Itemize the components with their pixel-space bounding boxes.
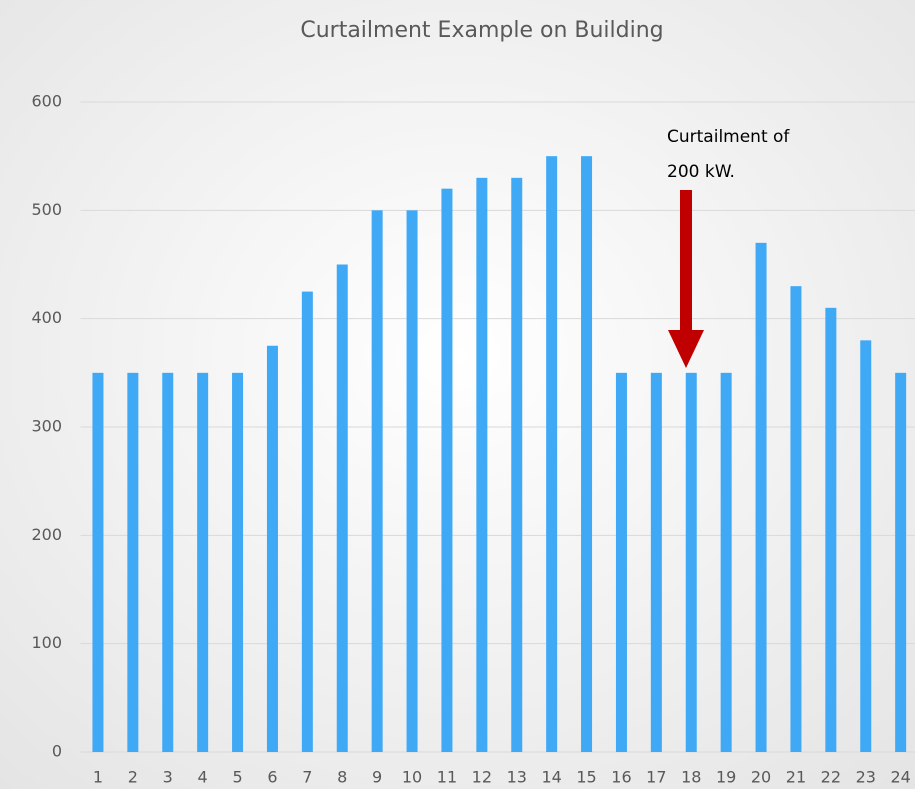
- bar: [162, 373, 173, 752]
- bar: [860, 340, 871, 752]
- x-tick-label: 4: [198, 768, 208, 787]
- bar: [581, 156, 592, 752]
- bar: [756, 243, 767, 752]
- page: {"chart_data": {"type": "bar", "title": …: [0, 0, 915, 789]
- chart-title: Curtailment Example on Building: [300, 18, 663, 43]
- x-tick-label: 12: [472, 768, 492, 787]
- bar: [895, 373, 906, 752]
- x-tick-label: 13: [507, 768, 527, 787]
- x-tick-label: 10: [402, 768, 422, 787]
- x-tick-label: 11: [437, 768, 457, 787]
- bar: [546, 156, 557, 752]
- bar: [337, 265, 348, 753]
- y-tick-label: 600: [31, 92, 62, 111]
- bar: [407, 210, 418, 752]
- x-tick-label: 23: [856, 768, 876, 787]
- x-tick-label: 22: [821, 768, 841, 787]
- x-tick-label: 16: [611, 768, 631, 787]
- y-tick-label: 200: [31, 525, 62, 544]
- bar: [476, 178, 487, 752]
- x-tick-label: 1: [93, 768, 103, 787]
- x-tick-label: 9: [372, 768, 382, 787]
- bar: [267, 346, 278, 752]
- annotation: 200 kW.: [667, 162, 735, 182]
- x-tick-label: 6: [267, 768, 277, 787]
- y-tick-label: 300: [31, 417, 62, 436]
- x-tick-label: 7: [302, 768, 312, 787]
- x-tick-label: 24: [890, 768, 910, 787]
- bar: [790, 286, 801, 752]
- bar: [232, 373, 243, 752]
- annotation: Curtailment of: [667, 127, 790, 147]
- bar: [441, 189, 452, 752]
- x-tick-label: 14: [541, 768, 561, 787]
- y-tick-label: 500: [31, 200, 62, 219]
- chart: Curtailment Example on Building Curtailm…: [0, 0, 915, 789]
- bar: [651, 373, 662, 752]
- x-tick-label: 20: [751, 768, 771, 787]
- x-tick-label: 5: [232, 768, 242, 787]
- x-tick-label: 19: [716, 768, 736, 787]
- x-tick-label: 18: [681, 768, 701, 787]
- bar: [197, 373, 208, 752]
- y-tick-label: 100: [31, 633, 62, 652]
- bar: [372, 210, 383, 752]
- x-tick-label: 17: [646, 768, 666, 787]
- y-tick-label: 0: [52, 742, 62, 761]
- bar: [92, 373, 103, 752]
- y-tick-label: 400: [31, 308, 62, 327]
- x-tick-label: 3: [163, 768, 173, 787]
- bar: [616, 373, 627, 752]
- x-tick-label: 2: [128, 768, 138, 787]
- bar: [511, 178, 522, 752]
- bar: [721, 373, 732, 752]
- x-tick-label: 8: [337, 768, 347, 787]
- x-tick-label: 21: [786, 768, 806, 787]
- x-tick-label: 15: [576, 768, 596, 787]
- bar: [127, 373, 138, 752]
- bar: [686, 373, 697, 752]
- bar: [302, 292, 313, 752]
- bar: [825, 308, 836, 752]
- arrow-shaft: [680, 190, 692, 332]
